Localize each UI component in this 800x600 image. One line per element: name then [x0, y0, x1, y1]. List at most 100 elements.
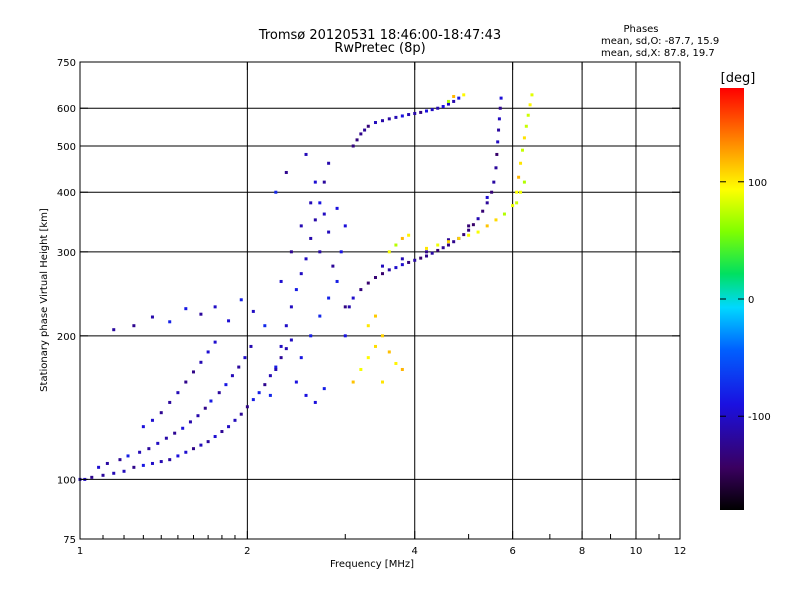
data-point [476, 230, 480, 234]
data-point [530, 93, 534, 97]
x-axis-ticks: 1 2 4 6 8 10 12 [77, 62, 686, 557]
data-point [284, 347, 288, 351]
data-point [366, 324, 370, 328]
data-point [519, 161, 523, 165]
data-point [206, 440, 210, 444]
chart-title: Tromsø 20120531 18:46:00-18:47:43 [258, 28, 501, 43]
data-points [78, 93, 534, 481]
data-point [279, 279, 283, 283]
data-point [150, 315, 154, 319]
data-point [380, 334, 384, 338]
data-point [313, 218, 317, 222]
data-point [304, 393, 308, 397]
data-point [299, 272, 303, 276]
data-point [132, 465, 136, 469]
data-point [517, 175, 521, 179]
data-point [191, 370, 195, 374]
data-point [467, 224, 471, 228]
data-point [322, 212, 326, 216]
data-point [294, 288, 298, 292]
colorbar-unit: [deg] [721, 71, 756, 86]
data-point [243, 356, 247, 360]
data-point [101, 473, 105, 477]
data-point [318, 314, 322, 318]
data-point [351, 144, 355, 148]
data-point [304, 257, 308, 261]
data-point [425, 246, 429, 250]
data-point [168, 400, 172, 404]
data-point [394, 243, 398, 247]
data-point [309, 334, 313, 338]
phases-title: Phases [623, 24, 658, 35]
data-point [199, 312, 203, 316]
phases-o-line: mean, sd,O: -87.7, 15.9 [601, 36, 719, 47]
data-point [268, 374, 272, 378]
data-point [343, 334, 347, 338]
data-point [313, 180, 317, 184]
data-point [494, 218, 498, 222]
data-point [196, 414, 200, 418]
data-point [339, 250, 343, 254]
data-point [176, 454, 180, 458]
x-tick-label: 8 [579, 546, 585, 557]
data-point [299, 356, 303, 360]
data-point [457, 236, 461, 240]
data-point [511, 204, 515, 208]
data-point [230, 374, 234, 378]
data-point [515, 201, 519, 205]
y-tick-label: 75 [63, 535, 76, 546]
data-point [132, 324, 136, 328]
data-point [203, 406, 207, 410]
data-point [289, 305, 293, 309]
data-point [380, 272, 384, 276]
data-point [118, 458, 122, 462]
data-point [380, 380, 384, 384]
data-point [224, 383, 228, 387]
data-point [335, 206, 339, 210]
data-point [462, 93, 466, 97]
data-point [373, 344, 377, 348]
data-point [318, 250, 322, 254]
data-point [425, 250, 429, 254]
data-point [436, 106, 440, 110]
data-point [400, 257, 404, 261]
data-point [209, 399, 213, 403]
data-point [446, 243, 450, 247]
data-point [394, 266, 398, 270]
data-point [497, 117, 501, 121]
data-point [184, 450, 188, 454]
data-point [436, 243, 440, 247]
x-tick-label: 2 [244, 546, 250, 557]
data-point [380, 264, 384, 268]
data-point [373, 314, 377, 318]
y-tick-label: 500 [57, 142, 76, 153]
data-point [400, 263, 404, 267]
data-point [425, 254, 429, 258]
data-point [524, 124, 528, 128]
grid [80, 62, 680, 539]
data-point [112, 328, 116, 332]
data-point [387, 250, 391, 254]
data-point [191, 447, 195, 451]
data-point [279, 356, 283, 360]
data-point [274, 365, 278, 369]
data-point [380, 119, 384, 123]
data-point [239, 298, 243, 302]
data-point [156, 441, 160, 445]
data-point [436, 248, 440, 252]
data-point [97, 465, 101, 469]
data-point [425, 109, 429, 113]
data-point [335, 279, 339, 283]
data-point [343, 224, 347, 228]
data-point [528, 103, 532, 107]
data-point [363, 128, 367, 132]
y-tick-label: 400 [57, 188, 76, 199]
data-point [522, 136, 526, 140]
colorbar-ticks: 100 0 -100 [720, 178, 771, 423]
data-point [176, 391, 180, 395]
data-point [322, 180, 326, 184]
data-point [413, 111, 417, 115]
data-point [497, 128, 501, 132]
data-point [245, 405, 249, 409]
